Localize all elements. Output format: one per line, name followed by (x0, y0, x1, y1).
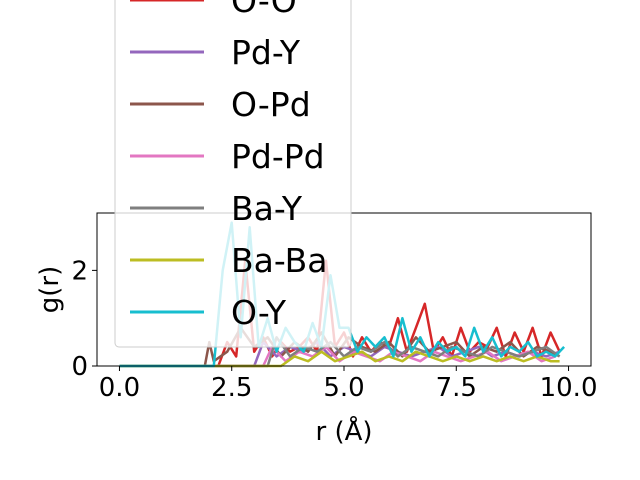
x-axis-label: r (Å) (315, 415, 372, 447)
y-tick-label: 2 (71, 256, 88, 286)
x-tick-label: 0.0 (99, 373, 140, 403)
legend-label: Pd-Y (231, 33, 301, 72)
y-tick-label: 0 (71, 352, 88, 382)
x-tick-label: 10.0 (540, 373, 598, 403)
legend-label: Ba-Y (231, 189, 303, 228)
series-line-ba-ba (119, 350, 560, 368)
x-axis: 0.0 2.5 5.0 7.5 10.0 (99, 366, 598, 403)
legend-label: Pd-Pd (231, 137, 325, 176)
legend-label: O-Y (231, 293, 287, 332)
y-axis: 02 (71, 256, 97, 382)
legend-label: O-O (231, 0, 297, 20)
x-tick-label: 2.5 (211, 373, 252, 403)
legend-label: O-Pd (231, 85, 311, 124)
y-axis-label: g(r) (35, 266, 65, 313)
x-tick-label: 7.5 (436, 373, 477, 403)
legend: O-O Pd-Y O-Pd Pd-Pd Ba-Y Ba-Ba O-Y (114, 0, 352, 348)
x-tick-label: 5.0 (323, 373, 364, 403)
legend-label: Ba-Ba (231, 241, 327, 280)
